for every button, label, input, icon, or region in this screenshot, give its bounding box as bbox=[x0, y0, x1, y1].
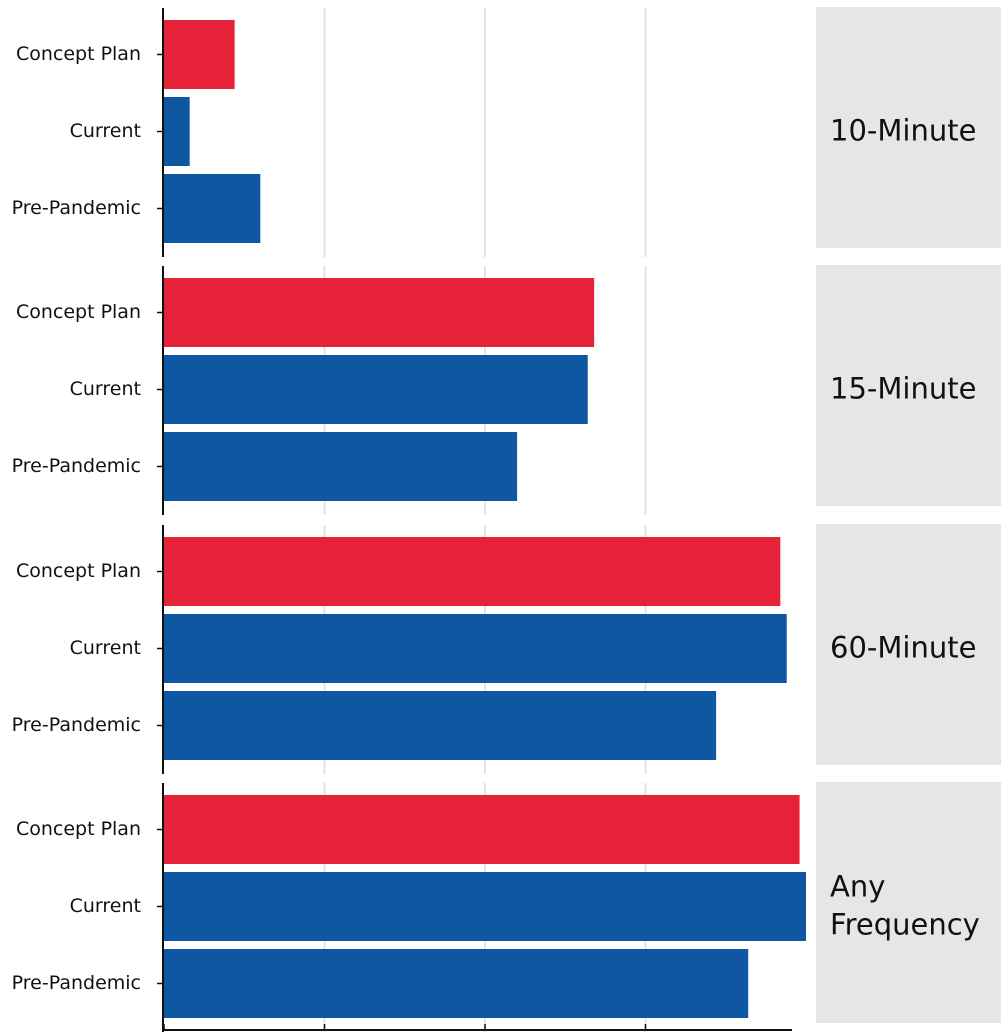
category-label: Pre-Pandemic bbox=[12, 972, 141, 994]
category-label: Current bbox=[70, 120, 141, 142]
facet-label: 10-Minute bbox=[830, 114, 976, 148]
bar-pre-pandemic bbox=[164, 432, 518, 501]
bar-current bbox=[164, 355, 588, 424]
bar-concept-plan bbox=[164, 795, 800, 864]
facet-strip bbox=[816, 7, 1001, 248]
category-label: Concept Plan bbox=[16, 818, 141, 840]
bar-concept-plan bbox=[164, 537, 781, 606]
category-label: Current bbox=[70, 637, 141, 659]
category-label: Current bbox=[70, 378, 141, 400]
category-label: Current bbox=[70, 895, 141, 917]
category-label: Concept Plan bbox=[16, 560, 141, 582]
bar-current bbox=[164, 614, 787, 683]
bar-concept-plan bbox=[164, 20, 235, 89]
facet-strip bbox=[816, 782, 1001, 1023]
category-label: Pre-Pandemic bbox=[12, 455, 141, 477]
bar-current bbox=[164, 872, 806, 941]
bar-pre-pandemic bbox=[164, 691, 717, 760]
bar-pre-pandemic bbox=[164, 949, 749, 1018]
facet-label: 15-Minute bbox=[830, 372, 976, 406]
facet-label: Frequency bbox=[830, 908, 980, 942]
bar-current bbox=[164, 97, 190, 166]
bar-pre-pandemic bbox=[164, 174, 261, 243]
bar-concept-plan bbox=[164, 278, 595, 347]
facet-label: 60-Minute bbox=[830, 631, 976, 665]
category-label: Pre-Pandemic bbox=[12, 197, 141, 219]
category-label: Concept Plan bbox=[16, 43, 141, 65]
category-label: Pre-Pandemic bbox=[12, 714, 141, 736]
category-label: Concept Plan bbox=[16, 301, 141, 323]
facet-strip bbox=[816, 524, 1001, 765]
facet-label: Any bbox=[830, 870, 885, 904]
facet-strip bbox=[816, 265, 1001, 506]
